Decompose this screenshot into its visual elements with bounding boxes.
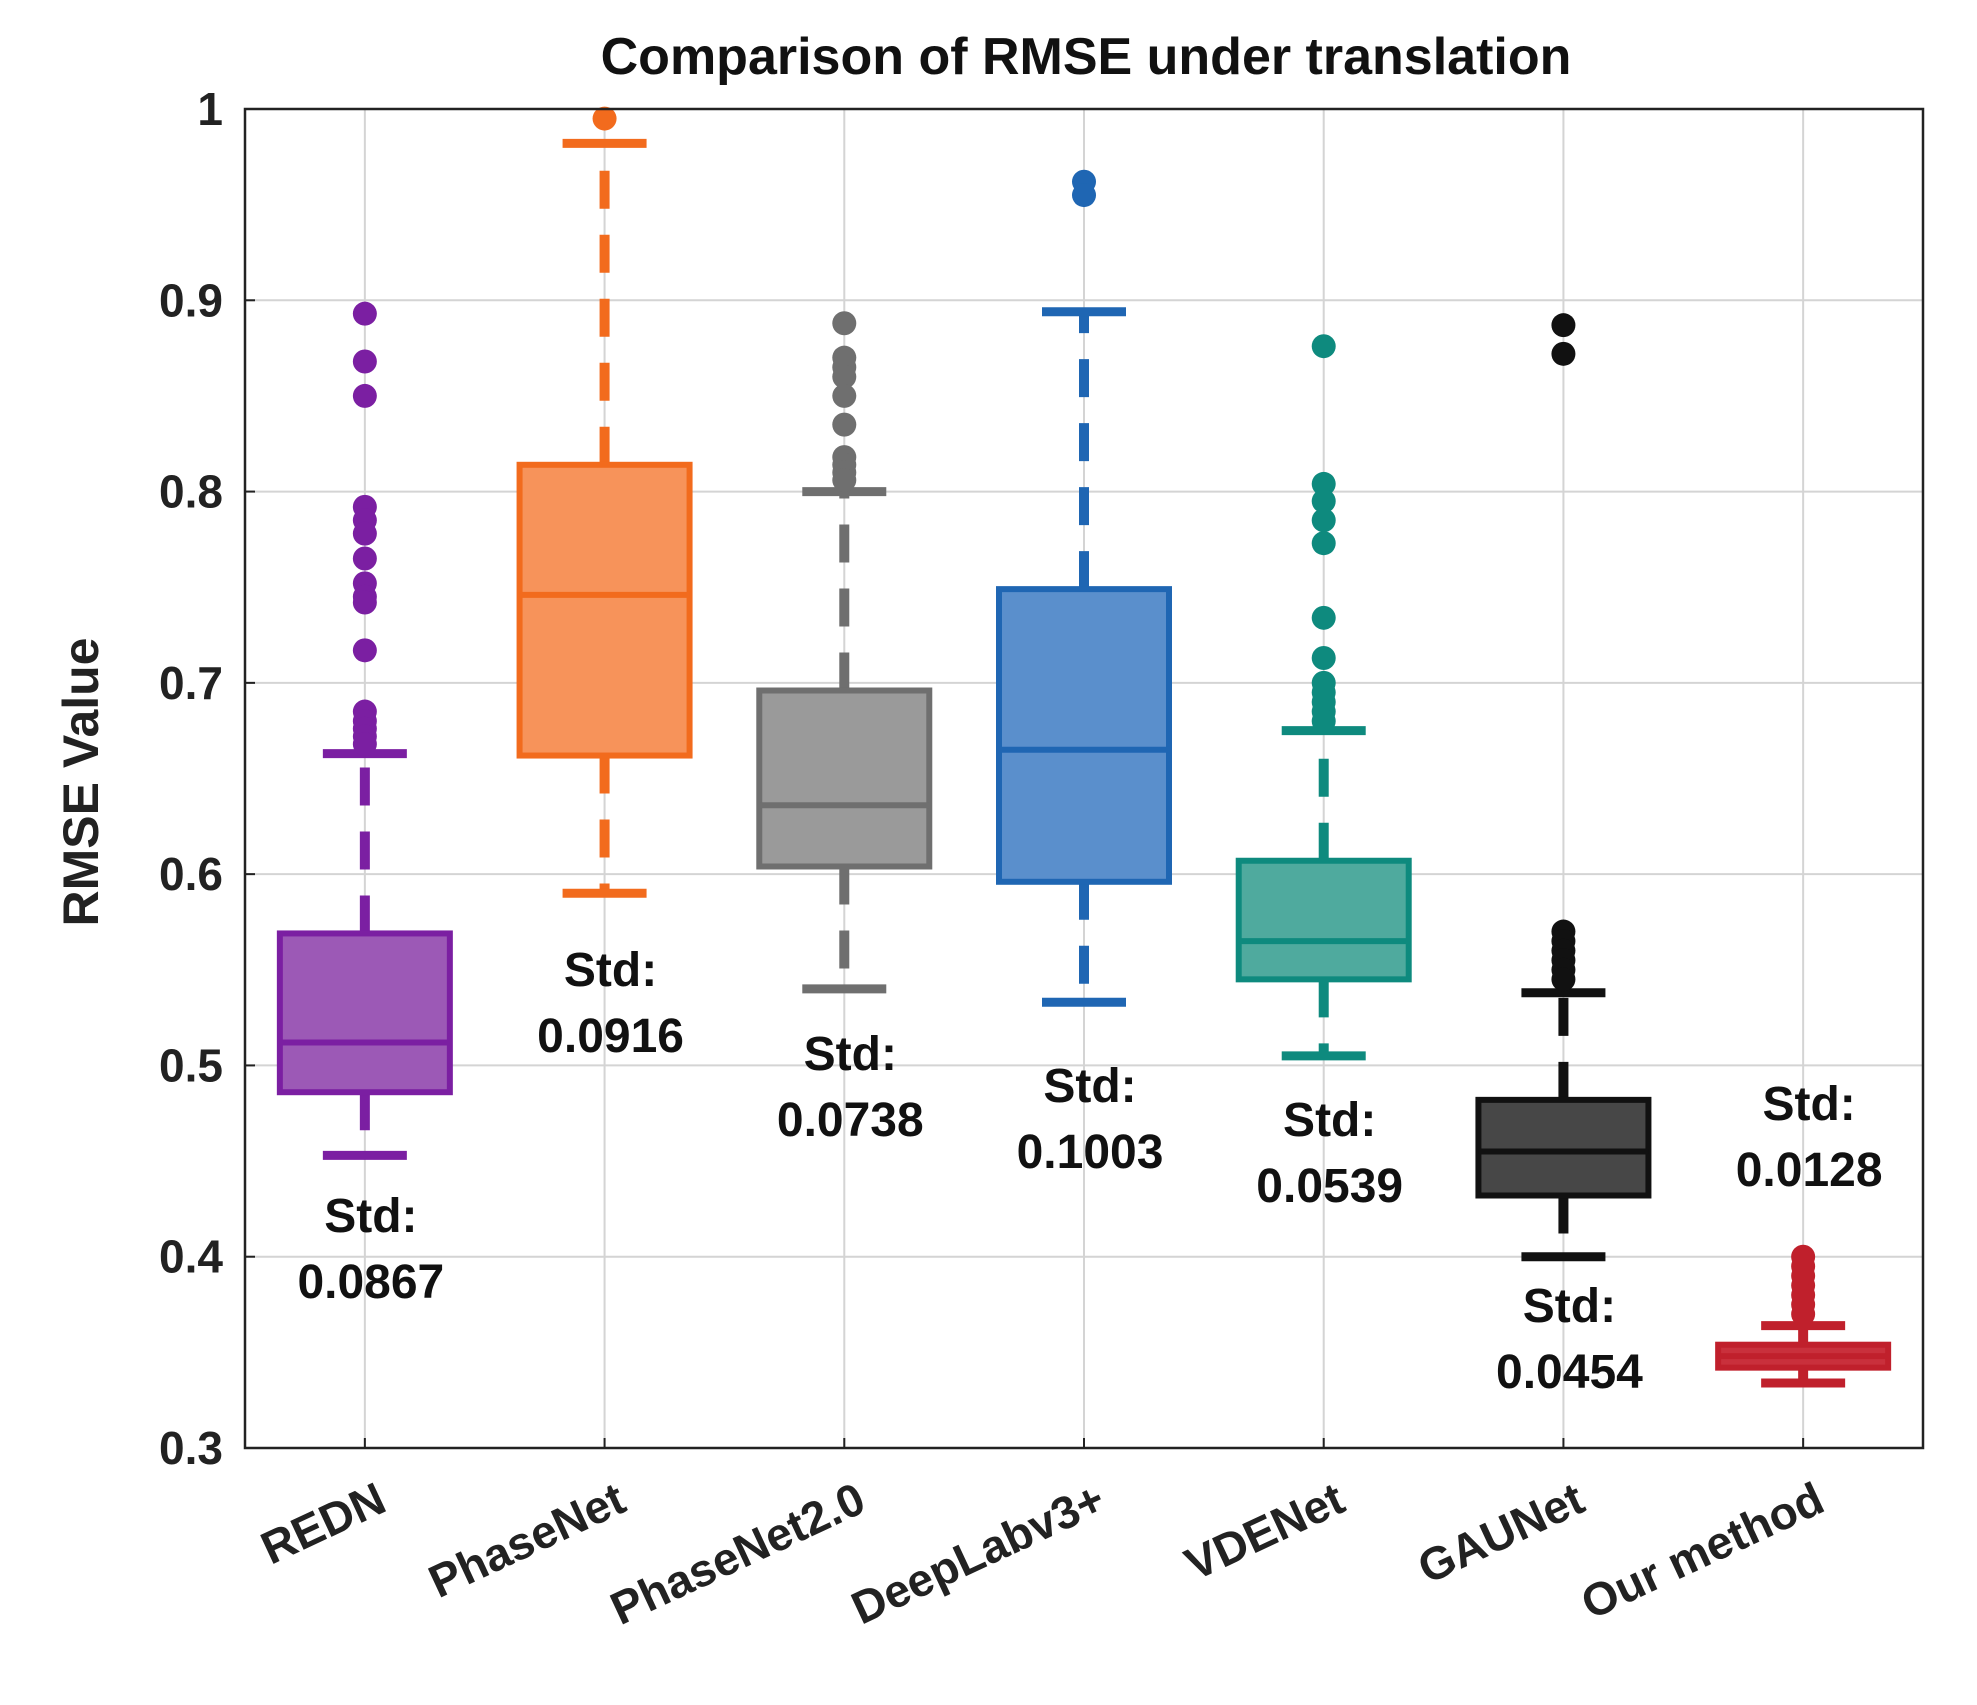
outlier-point <box>1311 531 1336 556</box>
box-group <box>1475 313 1652 1262</box>
std-label: Std: <box>1043 1060 1136 1113</box>
y-tick-label: 0.6 <box>159 848 223 900</box>
iqr-box <box>996 586 1172 885</box>
box-group <box>276 301 453 1160</box>
iqr-box <box>1235 857 1412 983</box>
y-tick-label: 0.9 <box>159 274 223 326</box>
y-tick-label: 0.5 <box>159 1039 223 1091</box>
outlier-point <box>1551 313 1576 338</box>
outlier-point <box>592 106 617 131</box>
outlier-point <box>832 383 857 408</box>
std-annotations: Std: 0.0867 Std: 0.0916 Std: 0.0738 Std: 0.1003… <box>297 944 1882 1399</box>
y-tick-label: 0.7 <box>159 657 223 709</box>
outlier-point <box>352 590 377 615</box>
chart-title: Comparison of RMSE under translation <box>601 28 1572 86</box>
outlier-point <box>1311 508 1336 533</box>
outlier-point <box>352 638 377 663</box>
outlier-point <box>1311 334 1336 359</box>
std-label: Std: <box>324 1190 417 1243</box>
box-group <box>756 311 933 994</box>
std-value: 0.0128 <box>1736 1144 1883 1197</box>
outlier-point <box>832 311 857 336</box>
y-tick-label: 0.3 <box>159 1422 223 1474</box>
outlier-point <box>1072 183 1096 208</box>
outlier-point <box>352 301 377 326</box>
std-label: Std: <box>1762 1078 1855 1131</box>
iqr-box <box>1475 1096 1652 1199</box>
outlier-point <box>1311 709 1336 734</box>
y-tick-label: 0.4 <box>159 1231 223 1283</box>
outlier-point <box>352 383 377 408</box>
iqr-box <box>516 461 693 759</box>
axes-frame <box>243 107 1925 1450</box>
outlier-point <box>352 349 377 374</box>
box-group <box>1715 1244 1892 1388</box>
outlier-point <box>1311 645 1336 670</box>
std-value: 0.0454 <box>1496 1346 1643 1399</box>
y-tick-labels: 0.3 0.4 0.5 0.6 0.7 0.8 0.9 1 <box>159 83 223 1474</box>
outlier-point <box>1311 605 1336 630</box>
outlier-point <box>352 521 377 546</box>
outlier-point <box>1551 967 1576 992</box>
outlier-point <box>352 732 377 757</box>
std-label: Std: <box>804 1028 897 1081</box>
outlier-point <box>832 412 857 437</box>
std-value: 0.0738 <box>777 1094 924 1147</box>
box-group <box>1235 334 1412 1061</box>
box-group <box>996 169 1172 1007</box>
outlier-point <box>1791 1302 1816 1327</box>
std-value: 0.1003 <box>1017 1126 1164 1179</box>
outlier-point <box>832 364 857 389</box>
std-label: Std: <box>1283 1094 1376 1147</box>
outlier-point <box>1311 489 1336 514</box>
outlier-point <box>832 468 857 493</box>
std-value: 0.0539 <box>1256 1160 1403 1213</box>
outlier-point <box>352 546 377 571</box>
box-layer <box>276 106 1892 1388</box>
std-label: Std: <box>1523 1280 1616 1333</box>
iqr-box <box>276 930 453 1096</box>
y-axis-label: RMSE Value <box>53 638 109 927</box>
outlier-point <box>1311 471 1336 496</box>
std-label: Std: <box>564 944 657 997</box>
y-tick-label: 0.8 <box>159 466 223 518</box>
box-group <box>516 106 693 898</box>
outlier-point <box>1551 341 1576 366</box>
std-value: 0.0916 <box>537 1010 684 1063</box>
std-value: 0.0867 <box>297 1256 444 1309</box>
y-tick-label: 1 <box>197 83 223 135</box>
iqr-box <box>756 687 933 870</box>
